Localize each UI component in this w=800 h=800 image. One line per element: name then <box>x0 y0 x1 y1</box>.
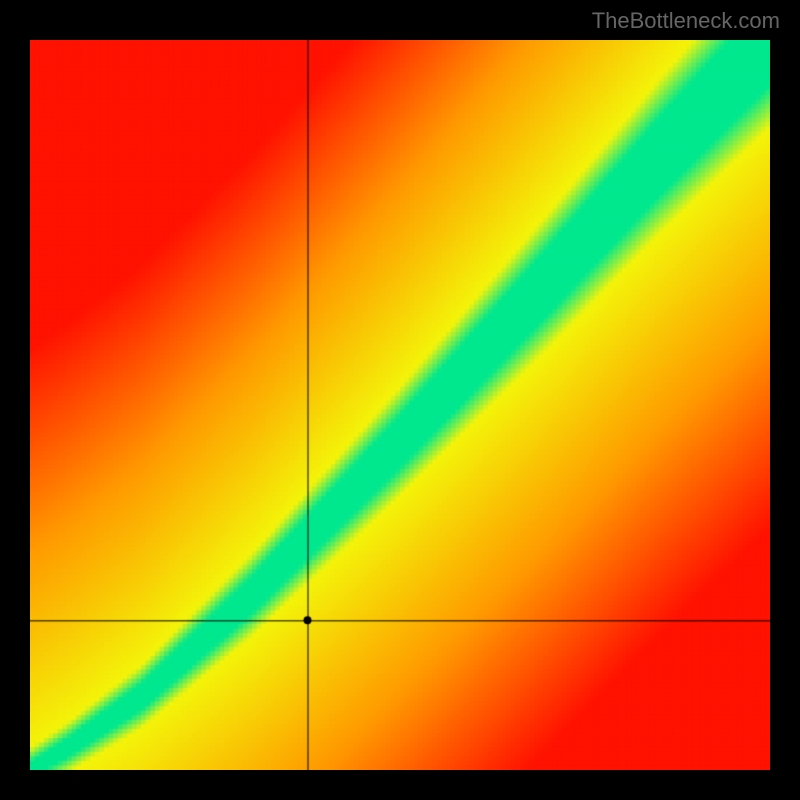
bottleneck-heatmap <box>30 40 770 770</box>
chart-container: TheBottleneck.com <box>0 0 800 800</box>
watermark-text: TheBottleneck.com <box>592 8 780 34</box>
